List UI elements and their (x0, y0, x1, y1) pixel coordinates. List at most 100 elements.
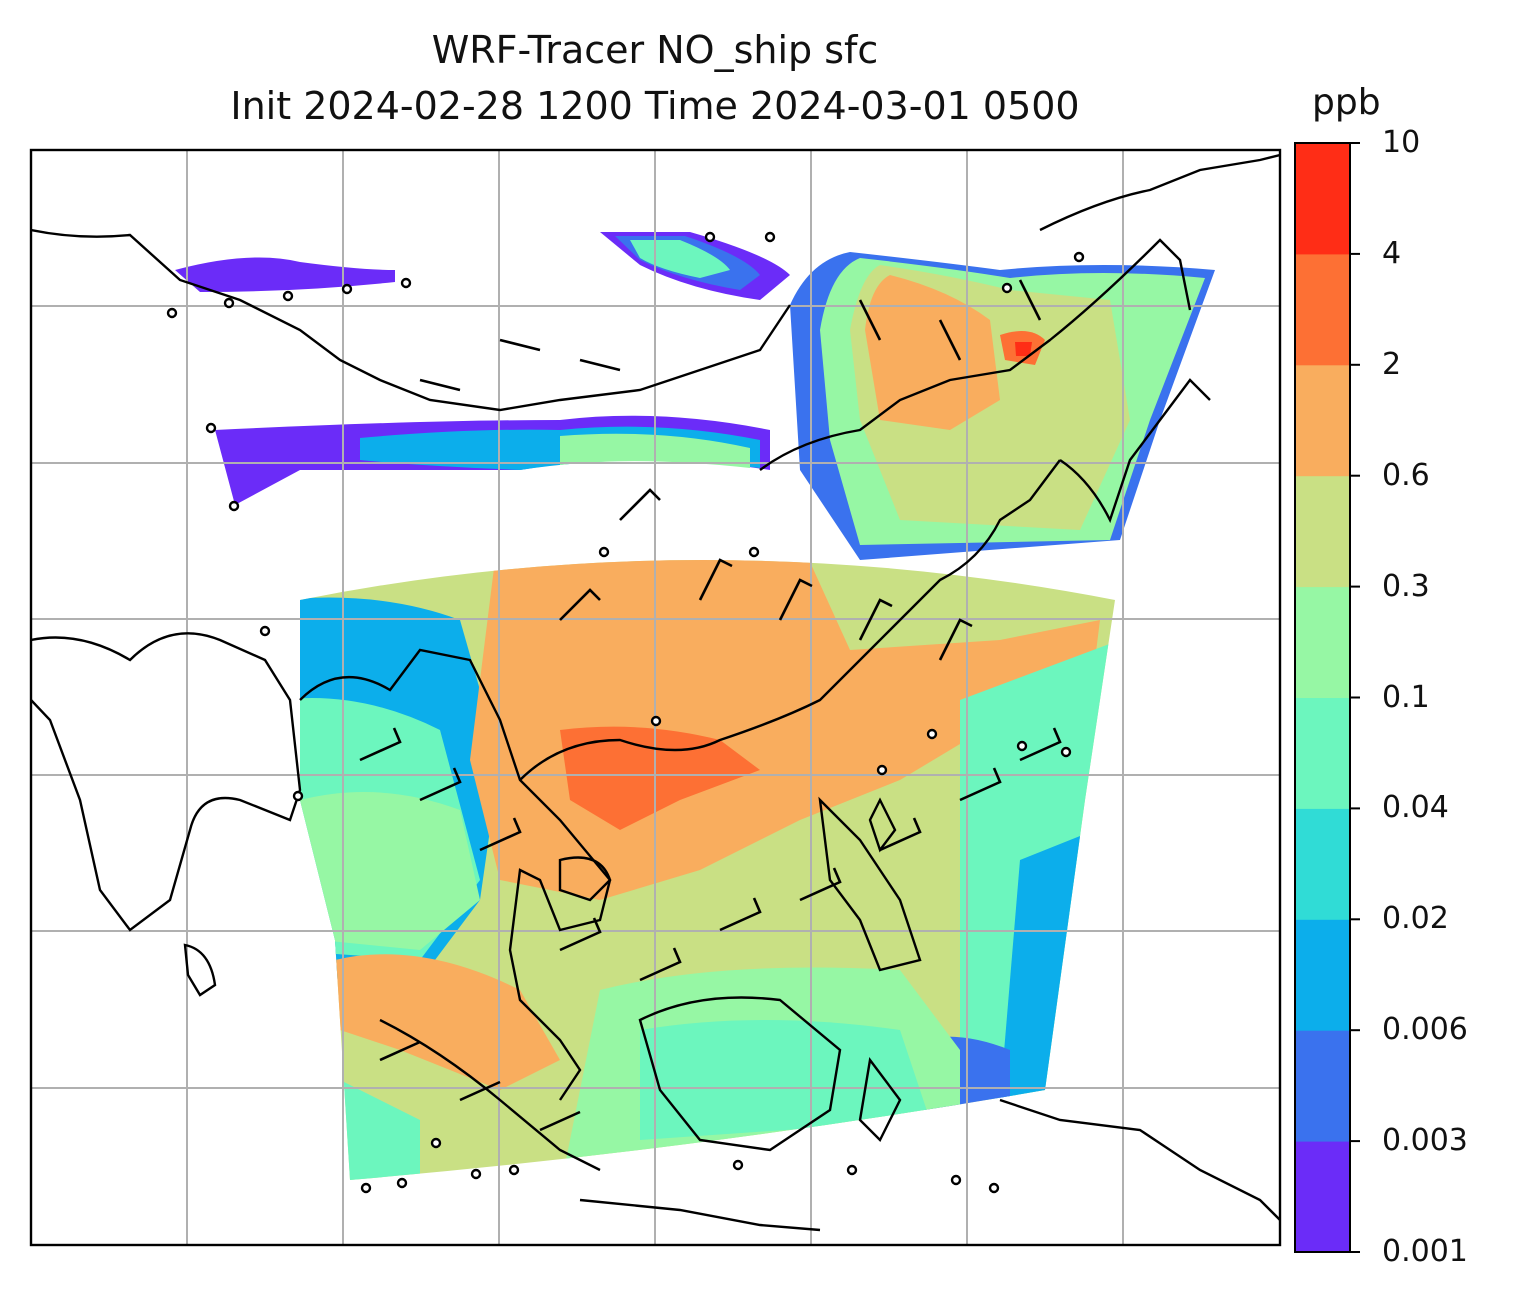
map-title-line1: WRF-Tracer NO_ship sfc (431, 28, 879, 72)
colorbar-segment (1295, 586, 1350, 698)
calm-circle (1073, 251, 1085, 263)
concentration-field (175, 232, 1215, 1180)
wind-barb (799, 867, 842, 902)
wind-barb (938, 618, 973, 661)
wind-barb (938, 319, 962, 361)
coastline-china-north (759, 238, 1192, 471)
coastline-new-guinea (999, 1098, 1280, 1221)
calm-circle (360, 1182, 372, 1194)
plot-area (31, 150, 1280, 1245)
calm-circle (205, 422, 217, 434)
colorbar-segment (1295, 253, 1350, 366)
coastline-korea-japan (1059, 378, 1211, 524)
coastline-sulawesi (858, 1057, 902, 1143)
colorbar (1294, 142, 1360, 1253)
contour-sw-teal (340, 1080, 420, 1180)
wind-barb (639, 947, 682, 982)
colorbar-tick-label: 2 (1382, 346, 1402, 382)
calm-circle (282, 290, 294, 302)
calm-circle (430, 1137, 442, 1149)
colorbar-segment (1295, 143, 1350, 255)
colorbar-tick-label: 4 (1382, 235, 1402, 271)
wind-barb (559, 588, 601, 621)
colorbar-segment (1295, 808, 1350, 920)
coastline-india (31, 632, 302, 932)
calm-circle (650, 715, 662, 727)
colorbar-tick-label: 0.04 (1382, 790, 1449, 826)
coastline-borneo (638, 996, 842, 1152)
calm-circle (950, 1174, 962, 1186)
colorbar-segment (1295, 919, 1350, 1031)
wind-barb (1018, 279, 1042, 321)
contour-low-north-1 (175, 257, 395, 292)
calm-circle (876, 764, 888, 776)
calm-circle (598, 546, 610, 558)
wind-barb (359, 727, 402, 762)
colorbar-tick-label: 0.003 (1382, 1123, 1468, 1159)
wind-barb (1019, 727, 1062, 762)
wind-barb (379, 1040, 421, 1062)
coastline-north-asia (31, 228, 791, 412)
colorbar-segments (1295, 143, 1350, 1253)
colorbar-segment (1295, 1141, 1350, 1253)
wind-barbs (359, 279, 1062, 1132)
contour-ne-deep-red (1015, 342, 1032, 356)
contour-south-teal (640, 1020, 930, 1140)
wind-barb (619, 488, 661, 521)
coastline-java (579, 1198, 821, 1232)
wind-barb (419, 378, 461, 392)
contour-west-green (300, 792, 480, 950)
wind-barb (539, 1110, 581, 1132)
calm-circle (1001, 282, 1013, 294)
calm-circle (400, 277, 412, 289)
coastlines (31, 153, 1280, 1232)
calm-circle (508, 1164, 520, 1176)
wind-barb (879, 817, 922, 852)
wind-barb (858, 598, 893, 641)
calm-circle (166, 307, 178, 319)
wind-barb (778, 578, 813, 621)
calm-circle (228, 500, 240, 512)
calm-circle (988, 1182, 1000, 1194)
wind-barb (579, 358, 621, 372)
wind-barb (719, 897, 762, 932)
calm-circle (748, 546, 760, 558)
map-title-line2: Init 2024-02-28 1200 Time 2024-03-01 050… (230, 84, 1080, 128)
coastline-sumatra (379, 1018, 601, 1172)
calm-circle (846, 1164, 858, 1176)
coastline-northeast-corner (1039, 153, 1280, 232)
coastline-indochina (299, 648, 612, 1101)
calm-circle (223, 297, 235, 309)
calm-circle (926, 728, 938, 740)
calm-circle (1016, 740, 1028, 752)
calm-circle (704, 231, 716, 243)
wind-barb (559, 917, 602, 952)
coastline-sri-lanka (183, 943, 217, 997)
colorbar-tick-label: 10 (1382, 125, 1421, 160)
coastline-philippines (818, 796, 922, 972)
wind-barb (459, 1080, 501, 1102)
wind-barb (479, 817, 522, 852)
colorbar-tick-label: 0.1 (1382, 679, 1430, 715)
coastline-china-south (519, 459, 1061, 781)
colorbar-tick-label: 0.6 (1382, 457, 1430, 493)
calm-circle (259, 625, 271, 637)
contour-sw-orange (335, 954, 560, 1090)
colorbar-unit-label: ppb (1312, 82, 1381, 123)
colorbar-tick-label: 0.3 (1382, 568, 1430, 604)
calm-circle (1060, 746, 1072, 758)
calm-circle (292, 790, 304, 802)
colorbar-tick-label: 0.006 (1382, 1012, 1468, 1048)
contour-central-red (560, 726, 760, 830)
colorbar-tick-label: 0.02 (1382, 901, 1449, 937)
wind-barb (419, 767, 462, 802)
colorbar-segment (1295, 1030, 1350, 1142)
calm-circle (341, 283, 353, 295)
wind-barb (959, 767, 1002, 802)
calm-circle (396, 1177, 408, 1189)
colorbar-ticks (1350, 142, 1360, 1253)
coastline-hainan (558, 856, 612, 902)
colorbar-segment (1295, 364, 1350, 477)
colorbar-segment (1295, 697, 1350, 809)
